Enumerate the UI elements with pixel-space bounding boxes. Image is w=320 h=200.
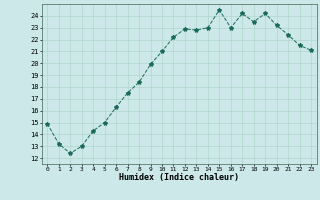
X-axis label: Humidex (Indice chaleur): Humidex (Indice chaleur) xyxy=(119,173,239,182)
